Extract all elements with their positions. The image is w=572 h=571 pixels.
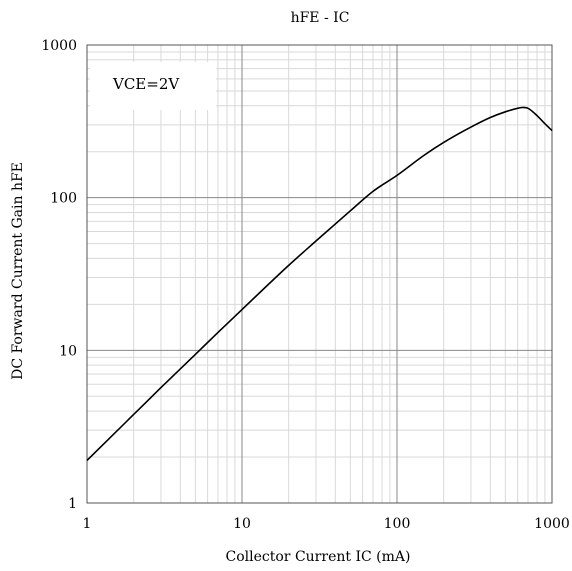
x-tick-label: 1000 [534,516,570,532]
x-tick-label: 1 [83,516,92,532]
y-tick-label: 1 [68,496,77,512]
chart-title: hFE - IC [291,10,350,26]
x-tick-label: 10 [233,516,251,532]
y-tick-label: 1000 [41,38,77,54]
series-line [86,106,553,462]
x-axis-label: Collector Current IC (mA) [226,549,411,565]
tick-labels: 1 10 100 1000 1 10 100 1000 [41,38,569,532]
y-axis-label: DC Forward Current Gain hFE [10,162,26,380]
annotation-vce: VCE=2V [112,75,180,93]
plot-frame [86,44,553,504]
annotation-box [90,62,216,110]
y-tick-label: 10 [59,343,77,359]
grid [87,45,552,503]
x-tick-label: 100 [384,516,411,532]
y-tick-label: 100 [50,191,77,207]
